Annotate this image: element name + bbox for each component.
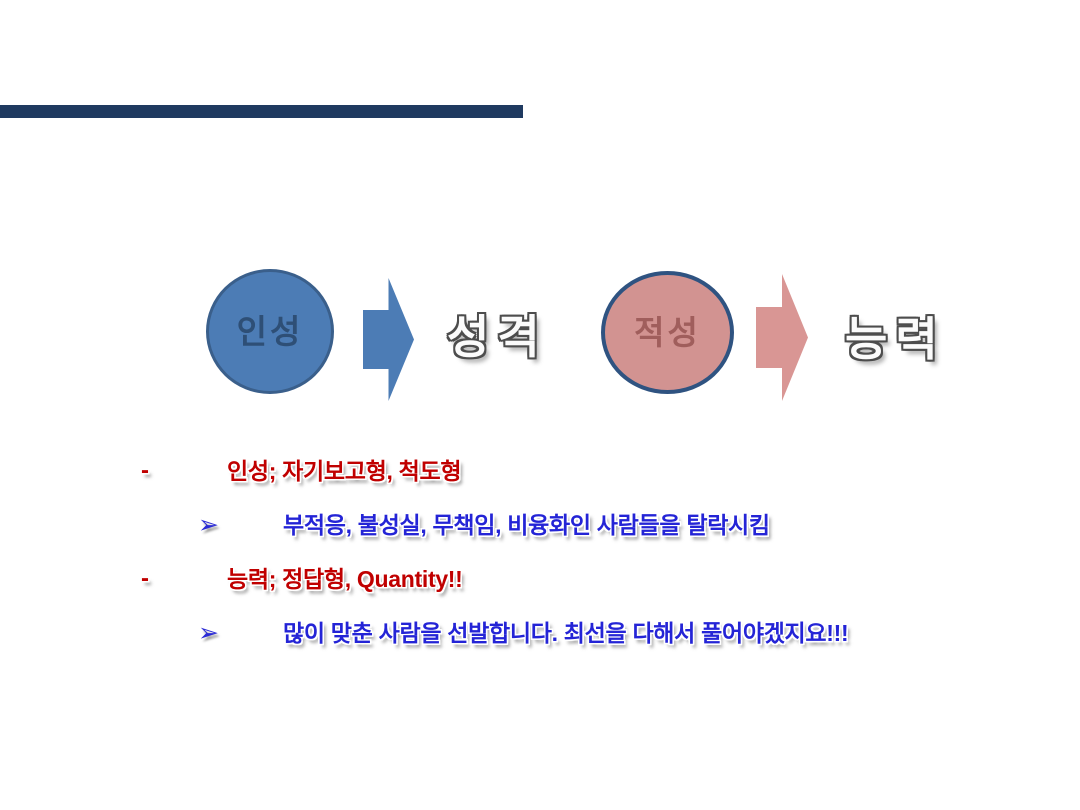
bullet-row: - 능력; 정답형, Quantity!!: [0, 562, 1080, 596]
personality-circle: 인성: [206, 269, 334, 394]
bullet-row: ➢ 많이 맞춘 사람을 선발합니다. 최선을 다해서 풀어야겠지요!!!: [0, 616, 1080, 650]
bullet-text-personality: 인성; 자기보고형, 척도형: [227, 458, 462, 484]
arrowhead-bullet-icon: ➢: [198, 511, 219, 539]
right-arrow-pink-icon: [756, 274, 808, 401]
bullet-text-selection: 많이 맞춘 사람을 선발합니다. 최선을 다해서 풀어야겠지요!!!: [283, 620, 849, 646]
dash-bullet-icon: -: [141, 565, 149, 592]
result-label-ability: 능력: [845, 313, 946, 365]
dash-bullet-icon: -: [141, 457, 149, 484]
right-arrow-blue-icon: [363, 278, 414, 401]
arrowhead-bullet-icon: ➢: [198, 619, 219, 647]
bullet-row: - 인성; 자기보고형, 척도형: [0, 454, 1080, 488]
bullet-row: ➢ 부적응, 불성실, 무책임, 비융화인 사람들을 탈락시킴: [0, 508, 1080, 542]
bullet-text-screening: 부적응, 불성실, 무책임, 비융화인 사람들을 탈락시킴: [283, 512, 770, 538]
personality-circle-label: 인성: [236, 313, 304, 350]
result-label-character: 성격: [447, 311, 548, 363]
title-accent-bar: [0, 105, 523, 118]
bullet-text-ability: 능력; 정답형, Quantity!!: [227, 566, 463, 592]
aptitude-circle: 적성: [601, 271, 734, 394]
aptitude-circle-label: 적성: [634, 314, 701, 351]
